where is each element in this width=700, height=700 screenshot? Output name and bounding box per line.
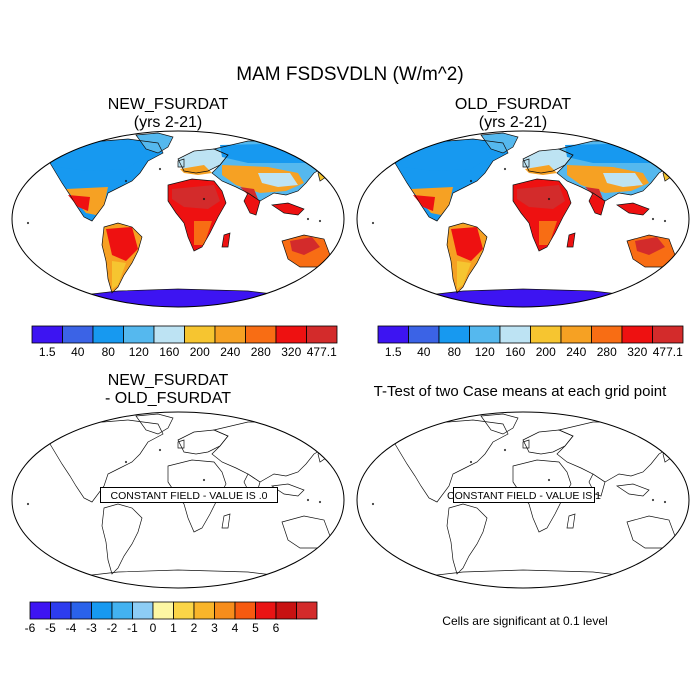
- colorbar-tick-label: 1: [170, 621, 177, 635]
- constant-field-label-diff: CONSTANT FIELD - VALUE IS .0: [100, 487, 278, 503]
- colorbar-swatch: [152, 601, 174, 620]
- constant-field-text-ttest: CONSTANT FIELD - VALUE IS 1: [447, 490, 601, 502]
- colorbar-swatch: [123, 325, 155, 344]
- colorbar-tick-label: -1: [127, 621, 138, 635]
- colorbar-swatch: [31, 325, 63, 344]
- panel2-title-line2: (yrs 2-21): [478, 114, 548, 131]
- colorbar-tick-label: 80: [448, 345, 462, 359]
- colorbar-swatch: [560, 325, 592, 344]
- colorbar-new: 1.5 40 80 120 160 200 240 280 320 477.1: [31, 325, 338, 359]
- colorbar-swatch: [377, 325, 409, 344]
- panel4-title: T-Test of two Case means at each grid po…: [373, 383, 667, 400]
- colorbar-tick-label: -6: [25, 621, 36, 635]
- colorbar-tick-label: -4: [66, 621, 77, 635]
- figure-title: MAM FSDSVDLN (W/m^2): [236, 64, 464, 85]
- colorbar-swatch: [530, 325, 562, 344]
- colorbar-tick-label: 477.1: [653, 345, 683, 359]
- colorbar-swatch: [499, 325, 531, 344]
- colorbar-swatch: [306, 325, 338, 344]
- colorbar-tick-label: 120: [475, 345, 495, 359]
- colorbar-swatch: [438, 325, 470, 344]
- colorbar-tick-label: -5: [45, 621, 56, 635]
- colorbar-tick-label: 280: [251, 345, 271, 359]
- colorbar-swatch: [62, 325, 94, 344]
- colorbar-tick-label: 320: [281, 345, 301, 359]
- colorbar-old: 1.5 40 80 120 160 200 240 280 320 477.1: [377, 325, 684, 359]
- colorbar-tick-label: 80: [102, 345, 116, 359]
- colorbar-tick-label: 160: [505, 345, 525, 359]
- map-old-fsurdat: [356, 130, 690, 308]
- colorbar-swatch: [70, 601, 92, 620]
- colorbar-swatch: [255, 601, 277, 620]
- panel1-title: NEW_FSURDAT (yrs 2-21): [38, 96, 298, 132]
- panel3-title: NEW_FSURDAT - OLD_FSURDAT: [38, 372, 298, 408]
- colorbar-tick-label: 320: [627, 345, 647, 359]
- colorbar-swatch: [50, 601, 72, 620]
- panel2-title-line1: OLD_FSURDAT: [454, 96, 572, 113]
- colorbar-tick-label: 240: [220, 345, 240, 359]
- colorbar-swatch: [92, 325, 124, 344]
- colorbar-tick-label: 5: [252, 621, 259, 635]
- colorbar-tick-label: 1.5: [385, 345, 402, 359]
- colorbar-swatch: [91, 601, 113, 620]
- map-border: [11, 130, 345, 308]
- panel1-title-line2: (yrs 2-21): [133, 114, 203, 131]
- colorbar-swatch: [214, 325, 246, 344]
- colorbar-swatch: [408, 325, 440, 344]
- colorbar-swatch: [621, 325, 653, 344]
- colorbar-swatch: [29, 601, 51, 620]
- colorbar-tick-label: 200: [536, 345, 556, 359]
- colorbar-swatch: [173, 601, 195, 620]
- colorbar-tick-label: 2: [191, 621, 198, 635]
- colorbar-tick-label: 1.5: [39, 345, 56, 359]
- colorbar-swatch: [132, 601, 154, 620]
- panel3-title-line2: - OLD_FSURDAT: [105, 390, 231, 407]
- colorbar-tick-label: 4: [232, 621, 239, 635]
- colorbar-swatch: [275, 325, 307, 344]
- colorbar-swatch: [245, 325, 277, 344]
- colorbar-tick-label: 6: [273, 621, 280, 635]
- colorbar-tick-label: 280: [597, 345, 617, 359]
- colorbar-tick-label: -2: [107, 621, 118, 635]
- colorbar-tick-label: 0: [150, 621, 157, 635]
- colorbar-swatch: [591, 325, 623, 344]
- colorbar-tick-label: 160: [159, 345, 179, 359]
- colorbar-swatch: [111, 601, 133, 620]
- colorbar-tick-label: -3: [86, 621, 97, 635]
- map-border: [11, 411, 345, 589]
- colorbar-swatch: [193, 601, 215, 620]
- panel3-title-line1: NEW_FSURDAT: [107, 372, 229, 389]
- colorbar-swatch: [652, 325, 684, 344]
- colorbar-swatch: [214, 601, 236, 620]
- colorbar-tick-label: 40: [417, 345, 431, 359]
- colorbar-swatch: [469, 325, 501, 344]
- colorbar-swatch: [234, 601, 256, 620]
- panel1-title-line1: NEW_FSURDAT: [107, 96, 229, 113]
- colorbar-swatch: [296, 601, 318, 620]
- constant-field-label-ttest: CONSTANT FIELD - VALUE IS 1: [447, 487, 601, 503]
- map-border: [356, 130, 690, 308]
- panel2-title: OLD_FSURDAT (yrs 2-21): [383, 96, 643, 132]
- colorbar-swatch: [153, 325, 185, 344]
- colorbar-tick-label: 3: [211, 621, 218, 635]
- colorbar-tick-label: 120: [129, 345, 149, 359]
- colorbar-tick-label: 477.1: [307, 345, 337, 359]
- significance-note: Cells are significant at 0.1 level: [442, 614, 608, 628]
- constant-field-text-diff: CONSTANT FIELD - VALUE IS .0: [111, 490, 268, 502]
- map-border: [356, 411, 690, 589]
- colorbar-swatch: [275, 601, 297, 620]
- colorbar-swatch: [184, 325, 216, 344]
- colorbar-tick-label: 40: [71, 345, 85, 359]
- colorbar-tick-label: 240: [566, 345, 586, 359]
- colorbar-tick-label: 200: [190, 345, 210, 359]
- colorbar-diff: -6 -5 -4 -3 -2 -1 0 1 2 3 4 5 6: [25, 601, 318, 635]
- map-new-fsurdat: [11, 130, 345, 308]
